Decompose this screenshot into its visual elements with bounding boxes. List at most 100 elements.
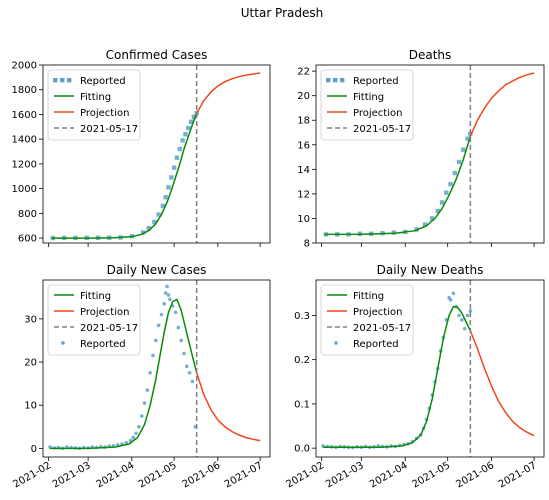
- legend-marker: [60, 78, 65, 83]
- reported-point: [166, 185, 171, 190]
- reported-point: [465, 313, 470, 318]
- y-tick-label: 0.1: [294, 399, 310, 410]
- reported-point: [435, 208, 440, 214]
- reported-point: [187, 371, 192, 375]
- reported-point: [140, 230, 146, 235]
- legend-marker: [340, 78, 345, 83]
- legend-label: 2021-05-17: [80, 124, 138, 135]
- reported-point: [166, 293, 171, 297]
- y-tick-label: 30: [24, 314, 37, 325]
- x-tick-label: 2021-05: [411, 460, 453, 490]
- fitting-line: [51, 112, 198, 239]
- reported-point: [163, 195, 168, 200]
- reported-point: [142, 401, 147, 405]
- reported-point: [145, 388, 150, 392]
- reported-point: [448, 181, 453, 187]
- reported-point: [152, 219, 157, 225]
- legend-marker: [53, 78, 58, 83]
- reported-point: [156, 212, 161, 217]
- reported-point: [186, 125, 191, 131]
- reported-point: [185, 364, 189, 369]
- legend: Reported Fitting Projection 2021-05-17: [320, 69, 414, 141]
- reported-point: [159, 312, 164, 317]
- reported-point: [146, 225, 151, 231]
- reported-point: [179, 338, 183, 343]
- reported-point: [174, 155, 180, 160]
- x-tick-label: 2021-04: [95, 460, 137, 490]
- legend-marker: [67, 78, 72, 83]
- legend-box: [320, 284, 414, 356]
- reported-point: [462, 326, 467, 331]
- subplot-grid: Confirmed Cases6008001000120014001600180…: [11, 48, 545, 490]
- legend-box: [47, 69, 141, 141]
- reported-point: [137, 424, 141, 429]
- axes-frame: [42, 279, 271, 458]
- reported-point: [457, 313, 461, 318]
- reported-point: [134, 431, 138, 436]
- plot-area: [48, 284, 261, 451]
- axes-frame: [315, 64, 545, 244]
- legend-label: Projection: [353, 307, 402, 318]
- legend-label: 2021-05-17: [80, 323, 138, 334]
- x-tick-label: 2021-02: [284, 460, 326, 490]
- legend-marker: [333, 78, 338, 83]
- projection-line: [196, 72, 261, 114]
- x-tick-label: 2021-06: [181, 460, 223, 490]
- y-tick-label: 20: [24, 358, 37, 369]
- plot-area: [321, 291, 535, 450]
- reported-point: [422, 222, 428, 227]
- y-tick-label: 16: [297, 140, 310, 151]
- subplot-confirmed-cases: Confirmed Cases 600 800 1000 1200 1400 1600 180…: [12, 48, 271, 247]
- reported-point: [160, 203, 166, 209]
- x-tick-label: 2021-05: [137, 460, 179, 490]
- legend-label: 2021-05-17: [353, 323, 411, 334]
- axes-frame: [315, 279, 545, 458]
- reported-point: [444, 190, 449, 195]
- y-tick-label: 12: [297, 189, 310, 200]
- fitting-line: [50, 298, 198, 450]
- subplot-title: Deaths: [409, 48, 452, 62]
- reported-point: [171, 165, 177, 170]
- figure-title: Uttar Pradesh: [241, 6, 323, 20]
- reported-point: [429, 216, 435, 221]
- y-tick-label: 18: [297, 116, 310, 127]
- reported-point: [190, 379, 195, 384]
- y-tick-label: 14: [297, 165, 310, 176]
- reported-point: [153, 338, 158, 343]
- y-tick-label: 600: [18, 234, 37, 245]
- x-tick-label: 2021-07: [223, 460, 265, 490]
- reported-point: [460, 318, 464, 322]
- legend-label: Reported: [353, 339, 399, 350]
- subplot-title: Daily New Deaths: [377, 263, 484, 277]
- legend-label: Fitting: [353, 92, 384, 103]
- reported-point: [461, 147, 466, 152]
- legend-label: Reported: [80, 339, 126, 350]
- y-tick-label: 0.3: [294, 311, 310, 322]
- reported-point: [188, 119, 194, 125]
- legend-label: Fitting: [80, 92, 111, 103]
- y-tick-label: 1000: [12, 184, 37, 195]
- y-tick-label: 1400: [12, 135, 37, 146]
- reported-point: [173, 310, 178, 315]
- legend: Fitting Projection 2021-05-17 Reported: [47, 284, 141, 356]
- subplot-title: Confirmed Cases: [106, 48, 208, 62]
- reported-point: [451, 291, 456, 296]
- y-tick-label: 22: [297, 67, 310, 78]
- reported-point: [131, 435, 136, 440]
- x-tick-label: 2021-03: [324, 460, 366, 490]
- y-tick-label: 2000: [12, 61, 37, 72]
- reported-point: [156, 323, 161, 328]
- reported-point: [176, 325, 181, 330]
- legend-box: [47, 284, 141, 356]
- subplot-title: Daily New Cases: [107, 263, 207, 277]
- x-tick-label: 2021-03: [51, 460, 93, 490]
- reported-point: [168, 297, 172, 302]
- reported-point: [183, 132, 188, 137]
- reported-point: [182, 351, 186, 356]
- y-tick-label: 1800: [12, 85, 37, 96]
- reported-point: [452, 170, 457, 176]
- legend: Fitting Projection 2021-05-17 Reported: [320, 284, 414, 356]
- reported-point: [177, 146, 182, 152]
- y-tick-label: 0.2: [294, 355, 310, 366]
